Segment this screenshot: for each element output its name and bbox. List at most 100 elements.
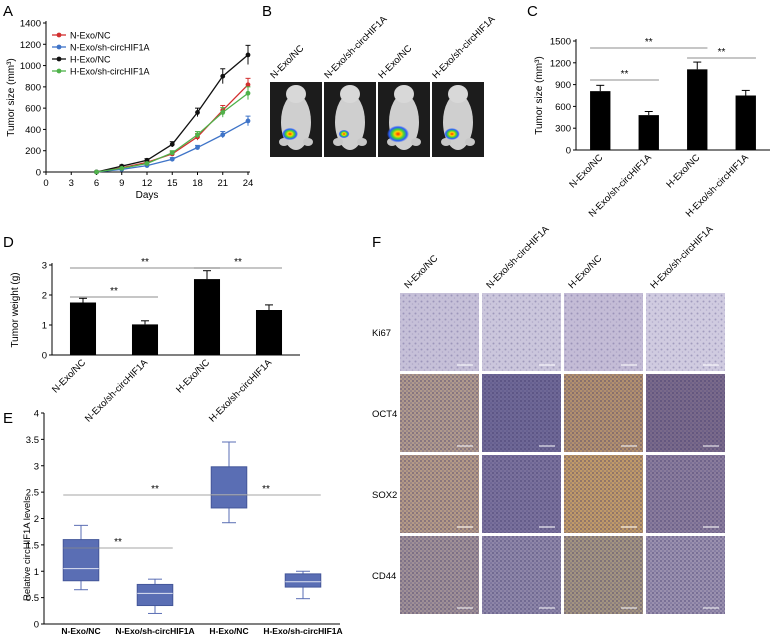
bar-n-exo-nc bbox=[69, 302, 97, 355]
ihc-image-ki67-n-exo-sh-circhif1a bbox=[482, 293, 561, 371]
data-point bbox=[94, 169, 99, 175]
ihc-image-oct4-n-exo-sh-circhif1a bbox=[482, 374, 561, 452]
data-point bbox=[245, 82, 251, 88]
x-tick-label: 24 bbox=[243, 178, 254, 189]
bar-n-exo-sh-circhif1a bbox=[638, 115, 659, 150]
bar-h-exo-sh-circhif1a bbox=[255, 310, 283, 355]
significance-label: ** bbox=[718, 47, 726, 58]
ihc-image-ki67-h-exo-nc bbox=[564, 293, 643, 371]
mouse-paw bbox=[465, 138, 475, 146]
legend-label: N-Exo/sh-circHIF1A bbox=[70, 43, 150, 53]
data-point bbox=[195, 132, 200, 138]
y-tick-label: 0 bbox=[42, 351, 47, 362]
luminescence-signal bbox=[444, 128, 460, 140]
ihc-image-sox2-h-exo-nc bbox=[564, 455, 643, 533]
panel-label-a: A bbox=[3, 3, 13, 20]
y-tick-label: 4 bbox=[34, 409, 39, 420]
series-h-exo-sh-circhif1a bbox=[94, 86, 251, 175]
ihc-nuclei-texture bbox=[482, 293, 561, 371]
data-point bbox=[169, 141, 175, 147]
y-tick-label: 1200 bbox=[550, 58, 571, 69]
legend-marker bbox=[56, 44, 62, 50]
y-tick-label: 1000 bbox=[20, 61, 41, 72]
panel-label-c: C bbox=[527, 3, 538, 20]
x-tick-label: 15 bbox=[167, 178, 178, 189]
y-tick-label: 2.5 bbox=[26, 488, 39, 499]
panel-d-bar-chart: 0 1 2 3 Tumor weight (g) N-Exo/NCN-Exo/sh-cir… bbox=[10, 257, 300, 424]
mouse-image-h-exo-sh-circhif1a bbox=[432, 82, 484, 157]
ihc-image-sox2-n-exo-nc bbox=[400, 455, 479, 533]
box-h-exo-sh-circhif1a bbox=[284, 570, 322, 600]
ihc-image-sox2-n-exo-sh-circhif1a bbox=[482, 455, 561, 533]
y-tick-label: 0 bbox=[34, 620, 39, 631]
significance-label: ** bbox=[151, 484, 159, 495]
y-tick-label: 800 bbox=[25, 82, 41, 93]
mouse-paw bbox=[303, 138, 313, 146]
x-tick-label: N-Exo/NC bbox=[61, 626, 100, 635]
x-tick-label: 18 bbox=[192, 178, 203, 189]
mouse-head bbox=[448, 85, 468, 103]
bar-h-exo-nc bbox=[193, 279, 221, 355]
data-point bbox=[220, 132, 226, 138]
y-tick-label: 900 bbox=[555, 80, 571, 91]
y-tick-label: 0 bbox=[36, 168, 41, 179]
y-tick-label: 1200 bbox=[20, 40, 41, 51]
data-point bbox=[245, 118, 251, 124]
data-point bbox=[245, 52, 251, 58]
group-label: N-Exo/NC bbox=[268, 43, 306, 81]
y-tick-label: 3 bbox=[34, 461, 39, 472]
bar-h-exo-sh-circhif1a bbox=[735, 95, 756, 150]
box-rect bbox=[210, 466, 248, 509]
mouse-paw bbox=[279, 138, 289, 146]
ihc-nuclei-texture bbox=[564, 293, 643, 371]
ihc-nuclei-texture bbox=[646, 293, 725, 371]
x-tick-label: 12 bbox=[142, 178, 153, 189]
ihc-image-oct4-n-exo-nc bbox=[400, 374, 479, 452]
x-tick-label: H-Exo/sh-circHIF1A bbox=[263, 626, 342, 635]
y-tick-label: 1 bbox=[34, 567, 39, 578]
x-tick-label: N-Exo/sh-circHIF1A bbox=[83, 357, 151, 425]
ihc-nuclei-texture bbox=[564, 536, 643, 614]
y-tick-label: 1500 bbox=[550, 37, 571, 48]
x-tick-label: N-Exo/NC bbox=[50, 357, 88, 395]
luminescence-signal bbox=[338, 129, 350, 139]
ihc-nuclei-texture bbox=[646, 536, 725, 614]
data-point bbox=[195, 145, 200, 150]
bar-h-exo-nc bbox=[687, 69, 708, 150]
x-tick-label: N-Exo/sh-circHIF1A bbox=[115, 626, 194, 635]
y-tick-label: 2 bbox=[42, 291, 47, 302]
y-tick-label: 600 bbox=[25, 104, 41, 115]
ihc-image-cd44-n-exo-sh-circhif1a bbox=[482, 536, 561, 614]
y-tick-label: 0 bbox=[566, 146, 571, 157]
ihc-nuclei-texture bbox=[646, 455, 725, 533]
legend-label: H-Exo/sh-circHIF1A bbox=[70, 67, 150, 77]
panel-c-bar-chart: 0 300 600 900 1200 1500 Tumor size (mm³) N-Exo/… bbox=[534, 37, 770, 219]
panel-label-e: E bbox=[3, 410, 13, 427]
x-tick-label: 0 bbox=[43, 178, 48, 189]
y-tick-label: 200 bbox=[25, 146, 41, 157]
mouse-head bbox=[340, 85, 360, 103]
luminescence-signal bbox=[386, 125, 410, 143]
ihc-image-sox2-h-exo-sh-circhif1a bbox=[646, 455, 725, 533]
y-tick-label: 3.5 bbox=[26, 435, 39, 446]
row-label-oct4: OCT4 bbox=[372, 409, 397, 420]
ihc-image-oct4-h-exo-sh-circhif1a bbox=[646, 374, 725, 452]
data-point bbox=[169, 156, 175, 162]
box-h-exo-nc bbox=[210, 441, 248, 524]
mouse-image-n-exo-sh-circhif1a bbox=[324, 82, 376, 157]
column-label: N-Exo/NC bbox=[402, 253, 440, 291]
mouse-image-n-exo-nc bbox=[270, 82, 322, 157]
group-label: H-Exo/sh-circHIF1A bbox=[430, 14, 498, 82]
bar-n-exo-nc bbox=[590, 91, 611, 150]
ihc-image-ki67-n-exo-nc bbox=[400, 293, 479, 371]
x-tick-label: H-Exo/NC bbox=[174, 357, 212, 395]
ihc-nuclei-texture bbox=[400, 374, 479, 452]
ihc-image-ki67-h-exo-sh-circhif1a bbox=[646, 293, 725, 371]
mouse-paw bbox=[441, 138, 451, 146]
data-point bbox=[245, 90, 251, 96]
x-axis-title: Days bbox=[136, 190, 159, 201]
x-tick-label: 3 bbox=[69, 178, 74, 189]
panel-label-d: D bbox=[3, 234, 14, 251]
ihc-nuclei-texture bbox=[400, 293, 479, 371]
y-tick-label: 400 bbox=[25, 125, 41, 136]
